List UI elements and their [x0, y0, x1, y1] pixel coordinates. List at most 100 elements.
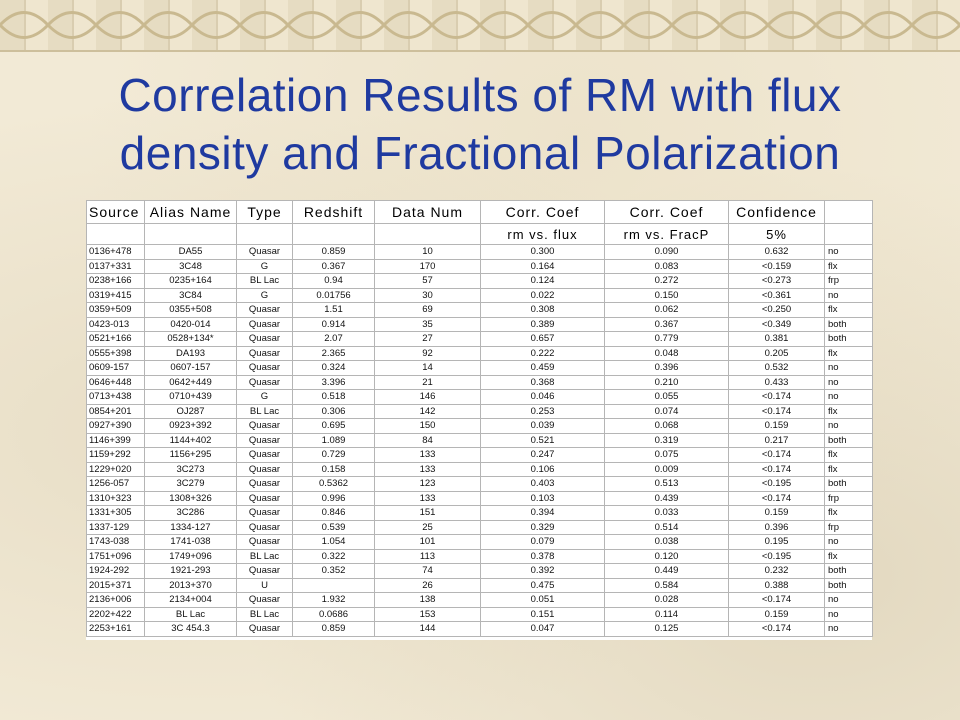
- slide-title: Correlation Results of RM with flux dens…: [0, 66, 960, 182]
- corr-flux-cell: 0.051: [480, 592, 605, 608]
- result-cell: both: [824, 476, 873, 492]
- confidence-cell: 0.217: [728, 432, 825, 448]
- redshift-cell: 0.729: [292, 447, 375, 463]
- result-cell: no: [824, 592, 873, 608]
- confidence-cell: <0.361: [728, 287, 825, 303]
- data-num-cell: 101: [374, 534, 481, 550]
- confidence-cell: <0.273: [728, 273, 825, 289]
- corr-fracp-cell: 0.449: [604, 563, 729, 579]
- corr-flux-cell: 0.079: [480, 534, 605, 550]
- table-row: 0423-013 0420-014 Quasar 0.914 35 0.389 0.367 <…: [86, 316, 873, 332]
- alias-cell: 0710+439: [144, 389, 237, 405]
- data-num-cell: 138: [374, 592, 481, 608]
- corr-fracp-cell: 0.083: [604, 258, 729, 274]
- redshift-cell: 0.158: [292, 461, 375, 477]
- redshift-cell: 1.054: [292, 534, 375, 550]
- alias-cell: OJ287: [144, 403, 237, 419]
- data-num-cell: 144: [374, 621, 481, 637]
- data-num-cell: 14: [374, 360, 481, 376]
- type-cell: U: [236, 577, 293, 593]
- result-cell: no: [824, 287, 873, 303]
- alias-cell: 2013+370: [144, 577, 237, 593]
- data-num-cell: 151: [374, 505, 481, 521]
- redshift-cell: 3.396: [292, 374, 375, 390]
- source-cell: 0609-157: [86, 360, 145, 376]
- table-subheader-row: rm vs. flux rm vs. FracP 5%: [86, 223, 873, 245]
- confidence-cell: <0.174: [728, 389, 825, 405]
- type-cell: Quasar: [236, 621, 293, 637]
- corr-flux-cell: 0.521: [480, 432, 605, 448]
- result-cell: both: [824, 577, 873, 593]
- data-num-cell: 142: [374, 403, 481, 419]
- table-row: 1751+096 1749+096 BL Lac 0.322 113 0.378 0.120…: [86, 548, 873, 564]
- header-corr-coef-flux: Corr. Coef: [480, 200, 605, 224]
- alias-cell: 1334-127: [144, 519, 237, 535]
- type-cell: Quasar: [236, 505, 293, 521]
- result-cell: flx: [824, 302, 873, 318]
- corr-flux-cell: 0.022: [480, 287, 605, 303]
- source-cell: 0521+166: [86, 331, 145, 347]
- header-type: Type: [236, 200, 293, 224]
- confidence-cell: 0.205: [728, 345, 825, 361]
- table-row: 0359+509 0355+508 Quasar 1.51 69 0.308 0.062 <0…: [86, 302, 873, 318]
- table-row: 2202+422 BL Lac BL Lac 0.0686 153 0.151 0.114 0…: [86, 606, 873, 622]
- data-num-cell: 21: [374, 374, 481, 390]
- source-cell: 0423-013: [86, 316, 145, 332]
- confidence-cell: <0.195: [728, 548, 825, 564]
- result-cell: flx: [824, 461, 873, 477]
- redshift-cell: 0.5362: [292, 476, 375, 492]
- type-cell: Quasar: [236, 418, 293, 434]
- redshift-cell: 0.996: [292, 490, 375, 506]
- alias-cell: 1144+402: [144, 432, 237, 448]
- corr-fracp-cell: 0.033: [604, 505, 729, 521]
- redshift-cell: 0.539: [292, 519, 375, 535]
- confidence-cell: <0.174: [728, 447, 825, 463]
- table-row: 0136+478 DA55 Quasar 0.859 10 0.300 0.090 0.632…: [86, 244, 873, 260]
- table-row: 0319+415 3C84 G 0.01756 30 0.022 0.150 <0.361 no: [86, 287, 873, 303]
- header-alias-name: Alias Name: [144, 200, 237, 224]
- corr-fracp-cell: 0.090: [604, 244, 729, 260]
- title-line-2: density and Fractional Polarization: [119, 127, 841, 179]
- alias-cell: 2134+004: [144, 592, 237, 608]
- source-cell: 0854+201: [86, 403, 145, 419]
- subheader-cell: [292, 223, 375, 245]
- type-cell: Quasar: [236, 302, 293, 318]
- alias-cell: 3C273: [144, 461, 237, 477]
- result-cell: no: [824, 374, 873, 390]
- corr-flux-cell: 0.046: [480, 389, 605, 405]
- alias-cell: 3C286: [144, 505, 237, 521]
- corr-flux-cell: 0.103: [480, 490, 605, 506]
- corr-flux-cell: 0.300: [480, 244, 605, 260]
- alias-cell: BL Lac: [144, 606, 237, 622]
- type-cell: BL Lac: [236, 606, 293, 622]
- data-num-cell: 84: [374, 432, 481, 448]
- source-cell: 0238+166: [86, 273, 145, 289]
- corr-flux-cell: 0.389: [480, 316, 605, 332]
- corr-flux-cell: 0.368: [480, 374, 605, 390]
- table-row: 0137+331 3C48 G 0.367 170 0.164 0.083 <0.159 flx: [86, 258, 873, 274]
- result-cell: no: [824, 389, 873, 405]
- redshift-cell: 0.322: [292, 548, 375, 564]
- redshift-cell: 0.01756: [292, 287, 375, 303]
- type-cell: Quasar: [236, 519, 293, 535]
- result-cell: frp: [824, 490, 873, 506]
- alias-cell: DA55: [144, 244, 237, 260]
- data-num-cell: 153: [374, 606, 481, 622]
- alias-cell: 3C279: [144, 476, 237, 492]
- corr-fracp-cell: 0.439: [604, 490, 729, 506]
- type-cell: Quasar: [236, 461, 293, 477]
- source-cell: 1751+096: [86, 548, 145, 564]
- type-cell: Quasar: [236, 563, 293, 579]
- result-cell: both: [824, 432, 873, 448]
- corr-flux-cell: 0.392: [480, 563, 605, 579]
- type-cell: Quasar: [236, 534, 293, 550]
- corr-fracp-cell: 0.125: [604, 621, 729, 637]
- confidence-cell: 0.232: [728, 563, 825, 579]
- corr-fracp-cell: 0.048: [604, 345, 729, 361]
- type-cell: Quasar: [236, 316, 293, 332]
- confidence-cell: <0.159: [728, 258, 825, 274]
- redshift-cell: 0.846: [292, 505, 375, 521]
- data-num-cell: 133: [374, 447, 481, 463]
- table-row: 0238+166 0235+164 BL Lac 0.94 57 0.124 0.272 <0…: [86, 273, 873, 289]
- type-cell: Quasar: [236, 432, 293, 448]
